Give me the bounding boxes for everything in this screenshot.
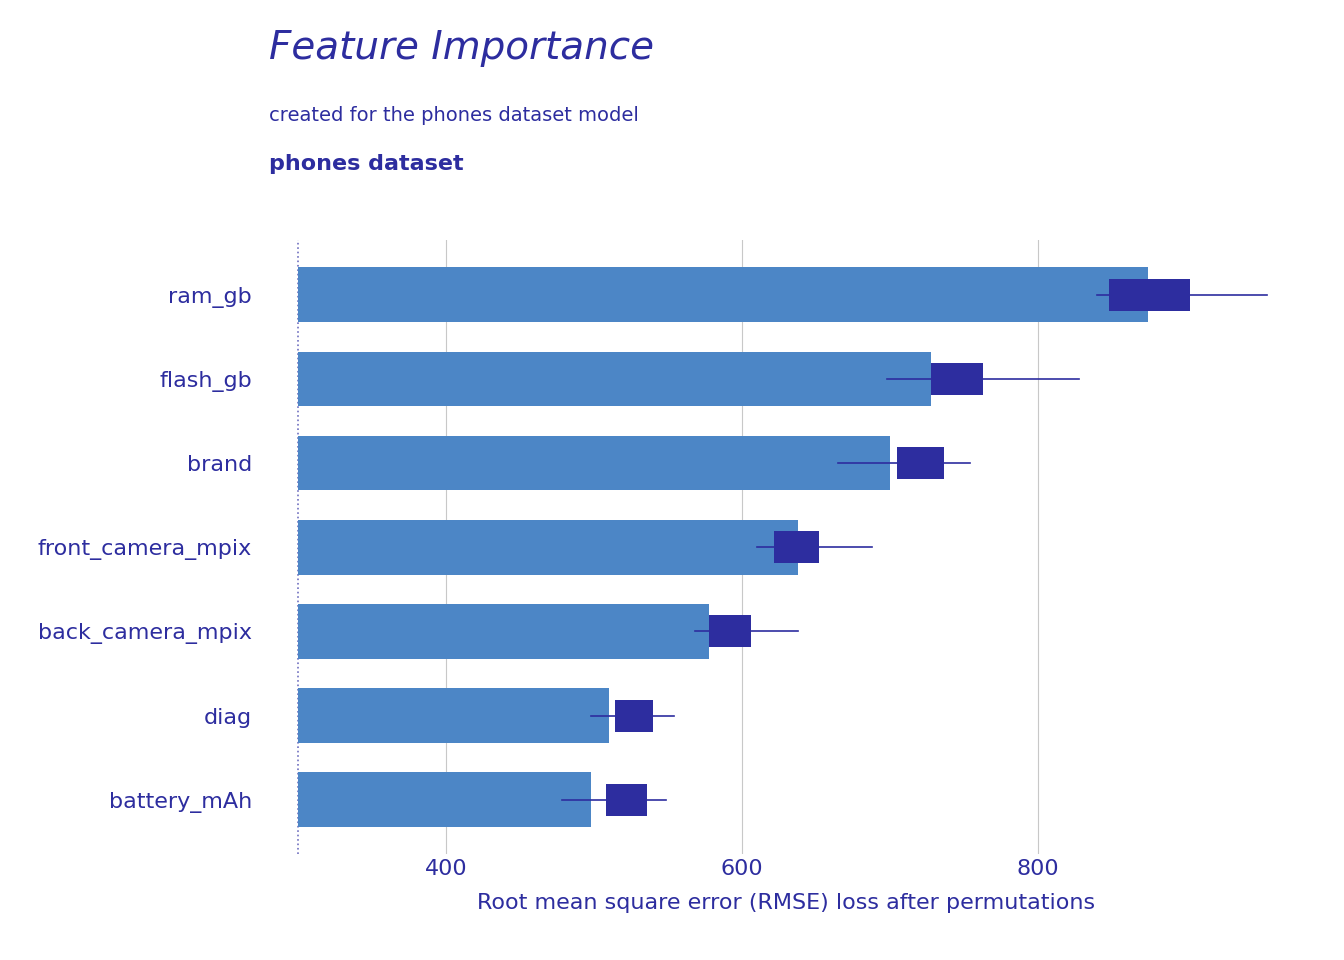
Bar [298, 688, 609, 743]
Bar [931, 363, 982, 395]
Bar [774, 531, 818, 564]
Text: Feature Importance: Feature Importance [269, 29, 653, 67]
Bar [298, 520, 798, 574]
Bar [298, 604, 710, 659]
Bar [710, 615, 751, 647]
Bar [1109, 278, 1189, 311]
Bar [898, 447, 945, 479]
Text: phones dataset: phones dataset [269, 154, 464, 174]
Bar [606, 783, 648, 816]
Bar [614, 700, 653, 732]
X-axis label: Root mean square error (RMSE) loss after permutations: Root mean square error (RMSE) loss after… [477, 893, 1095, 913]
Bar [298, 436, 890, 491]
Bar [298, 773, 591, 828]
Bar [298, 351, 931, 406]
Bar [298, 267, 1148, 322]
Text: created for the phones dataset model: created for the phones dataset model [269, 106, 638, 125]
